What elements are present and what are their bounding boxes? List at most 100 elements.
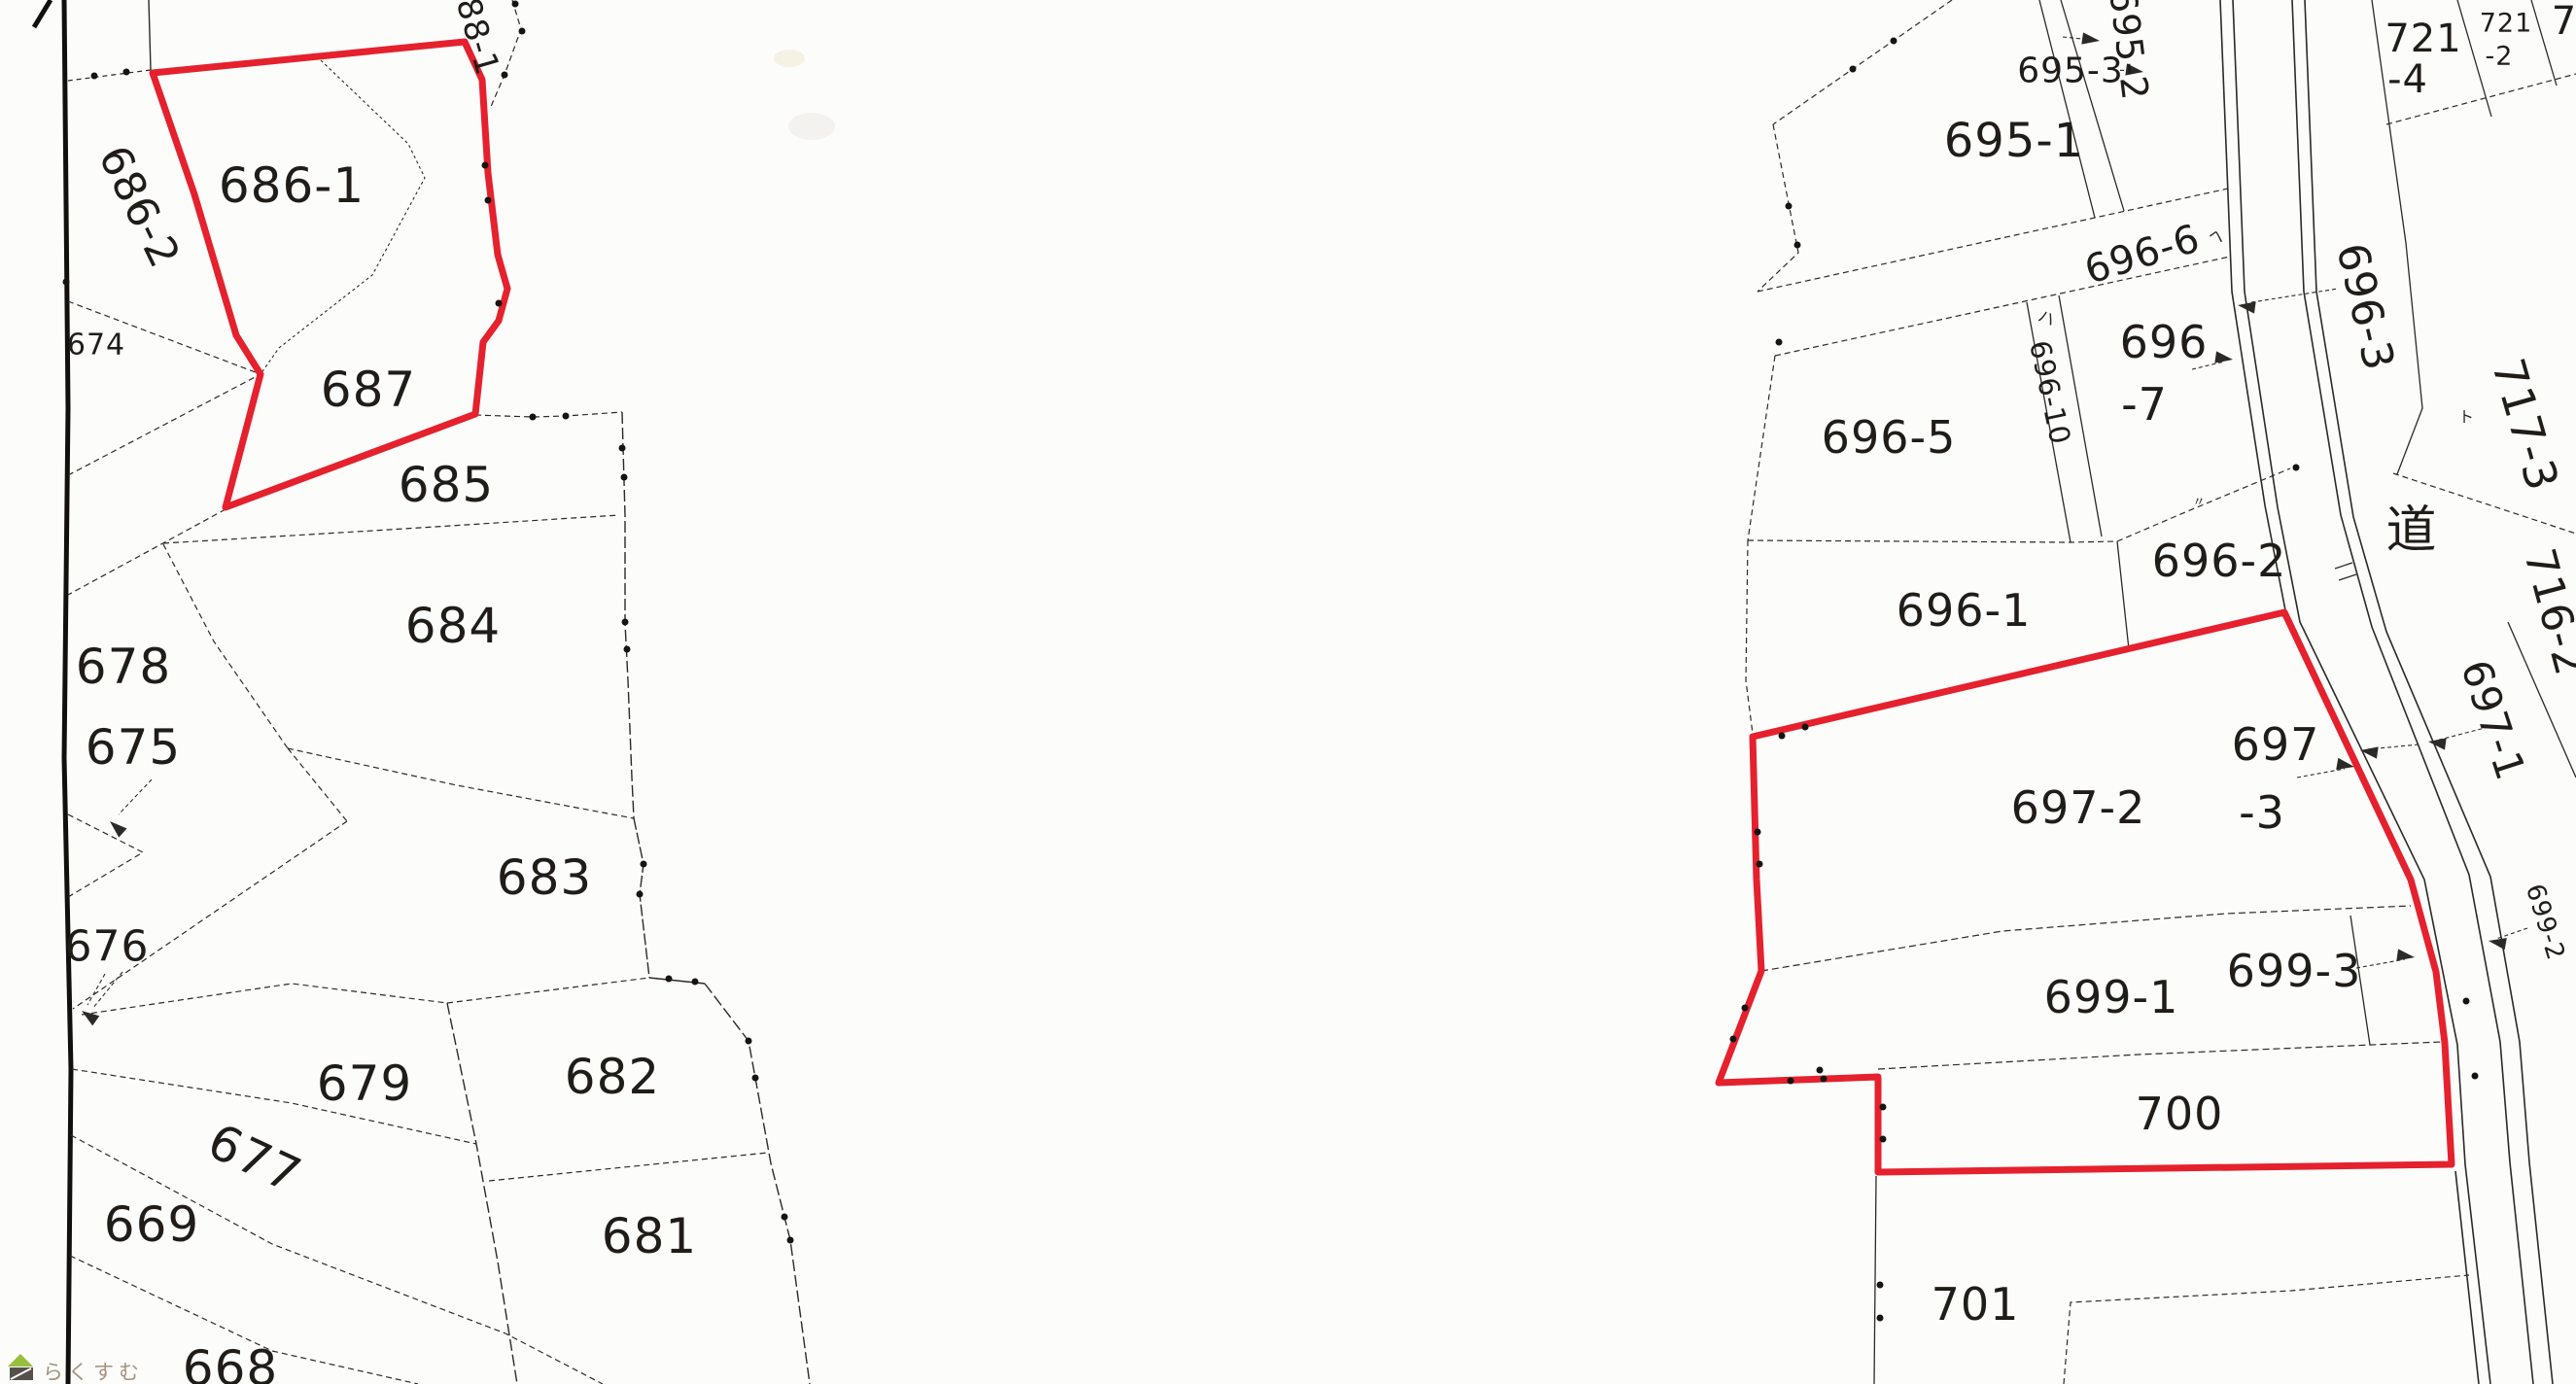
boundary-line bbox=[446, 1002, 518, 1384]
boundary-line bbox=[2060, 0, 2125, 212]
parcel-label--2: -2 bbox=[2486, 42, 2514, 72]
survey-dot bbox=[691, 978, 699, 986]
parcel-label-675: 675 bbox=[86, 719, 181, 776]
boundary-line bbox=[81, 983, 448, 1016]
boundary-line bbox=[704, 983, 811, 1384]
parcel-label-687: 687 bbox=[321, 362, 416, 418]
survey-dot bbox=[1756, 860, 1763, 868]
boundary-line bbox=[1757, 123, 1799, 293]
leader-arrowhead bbox=[2081, 32, 2100, 45]
survey-dot bbox=[2462, 997, 2470, 1005]
survey-dot bbox=[1816, 1066, 1824, 1074]
survey-dot bbox=[1729, 1035, 1737, 1043]
survey-dot bbox=[2292, 464, 2300, 471]
leader-arrowhead bbox=[2396, 949, 2415, 961]
parcel-label-682: 682 bbox=[565, 1049, 660, 1105]
boundary-line bbox=[1757, 188, 2229, 293]
boundary-line bbox=[1772, 0, 1953, 125]
boundary-line bbox=[70, 1134, 604, 1384]
survey-dot bbox=[518, 27, 526, 35]
parcel-label-696-2: 696-2 bbox=[2152, 535, 2287, 587]
boundary-line bbox=[2507, 621, 2576, 778]
boundary-line bbox=[69, 1255, 419, 1384]
boundary-line bbox=[67, 508, 226, 596]
survey-dot bbox=[786, 1236, 794, 1244]
survey-point-dots bbox=[62, 0, 2479, 1322]
parcel-label-696-3: 696-3 bbox=[2326, 239, 2404, 376]
parcel-label-683: 683 bbox=[497, 849, 592, 906]
scan-smudges bbox=[774, 50, 835, 140]
parcel-label-697: 697 bbox=[2232, 718, 2320, 771]
parcel-label-679: 679 bbox=[317, 1055, 412, 1112]
highlight-parcels-697-2-700 bbox=[1715, 608, 2455, 1176]
parcel-label-697-2: 697-2 bbox=[2011, 781, 2146, 834]
boundary-line bbox=[2062, 36, 2093, 41]
boundary-line bbox=[2304, 0, 2554, 1384]
survey-dot bbox=[511, 0, 519, 8]
parcel-label-716-2: 716-2 bbox=[2514, 543, 2576, 681]
boundary-line bbox=[474, 411, 623, 418]
survey-dot bbox=[484, 196, 492, 204]
leader-arrowhead bbox=[2238, 301, 2256, 314]
boundary-line bbox=[2232, 0, 2491, 1384]
leader-arrowhead bbox=[82, 1011, 100, 1026]
scan-smudge bbox=[788, 113, 835, 140]
parcel-label--4: -4 bbox=[2387, 57, 2428, 102]
parcel-label-678: 678 bbox=[76, 639, 171, 695]
boundary-line bbox=[488, 1152, 769, 1182]
boundary-line bbox=[118, 778, 153, 815]
parcel-label-721: 721 bbox=[2385, 17, 2461, 61]
parcel-label-676: 676 bbox=[65, 922, 150, 972]
boundary-line bbox=[72, 820, 348, 1010]
parcel-label-701: 701 bbox=[1932, 1278, 2020, 1331]
boundary-line bbox=[2026, 301, 2071, 543]
boundary-line bbox=[446, 977, 650, 1004]
boundary-line bbox=[2116, 467, 2291, 542]
boundary-line bbox=[148, 0, 152, 71]
boundary-line bbox=[67, 851, 144, 898]
survey-dot bbox=[620, 473, 628, 481]
survey-dot bbox=[1785, 202, 1793, 210]
boundary-line bbox=[2250, 288, 2339, 303]
boundary-line bbox=[87, 973, 106, 1006]
survey-dot bbox=[529, 413, 537, 421]
leader-arrowhead bbox=[2336, 757, 2354, 770]
boundary-line bbox=[260, 59, 426, 375]
boundary-line bbox=[2191, 361, 2225, 370]
survey-dot bbox=[1741, 1004, 1749, 1012]
boundary-line bbox=[1745, 539, 1754, 735]
leader-arrowhead bbox=[2214, 351, 2233, 363]
boundary-line bbox=[2296, 768, 2346, 778]
survey-dot bbox=[621, 618, 629, 626]
boundary-line bbox=[1873, 1175, 1877, 1384]
leader-arrowhead bbox=[2125, 63, 2143, 76]
survey-dot bbox=[1876, 1281, 1884, 1289]
survey-dot bbox=[1754, 828, 1761, 836]
parcel-label-674: 674 bbox=[67, 329, 125, 363]
boundary-line bbox=[31, 0, 53, 29]
boundary-line bbox=[1760, 905, 2412, 972]
survey-dot bbox=[781, 1213, 788, 1221]
survey-dot bbox=[623, 645, 631, 653]
parcel-label-696-6: 696-6 bbox=[2079, 216, 2205, 293]
boundary-line bbox=[71, 1068, 477, 1145]
boundary-line bbox=[621, 411, 635, 819]
boundary-line bbox=[91, 971, 123, 1010]
parcel-label-686-1: 686-1 bbox=[219, 157, 365, 214]
survey-dot bbox=[1879, 1103, 1887, 1111]
boundary-line bbox=[287, 747, 635, 819]
survey-dot bbox=[665, 975, 673, 983]
watermark-text: らくすむ bbox=[43, 1361, 144, 1384]
parcel-label-696-5: 696-5 bbox=[1822, 411, 1957, 464]
watermark-logo-slash bbox=[10, 1367, 32, 1380]
parcel-label-699-1: 699-1 bbox=[2044, 971, 2179, 1023]
parcel-label-696-1: 696-1 bbox=[1897, 584, 2032, 637]
highlight-parcels-686-1-687 bbox=[149, 38, 511, 511]
parcel-label-684: 684 bbox=[405, 598, 501, 654]
boundary-line bbox=[162, 514, 620, 544]
boundary-line bbox=[67, 373, 261, 476]
survey-dot bbox=[481, 161, 489, 169]
parcel-label-686-2: 686-2 bbox=[88, 138, 190, 276]
boundary-line bbox=[489, 0, 522, 110]
tick-mark-label: ヘ bbox=[2207, 225, 2226, 247]
